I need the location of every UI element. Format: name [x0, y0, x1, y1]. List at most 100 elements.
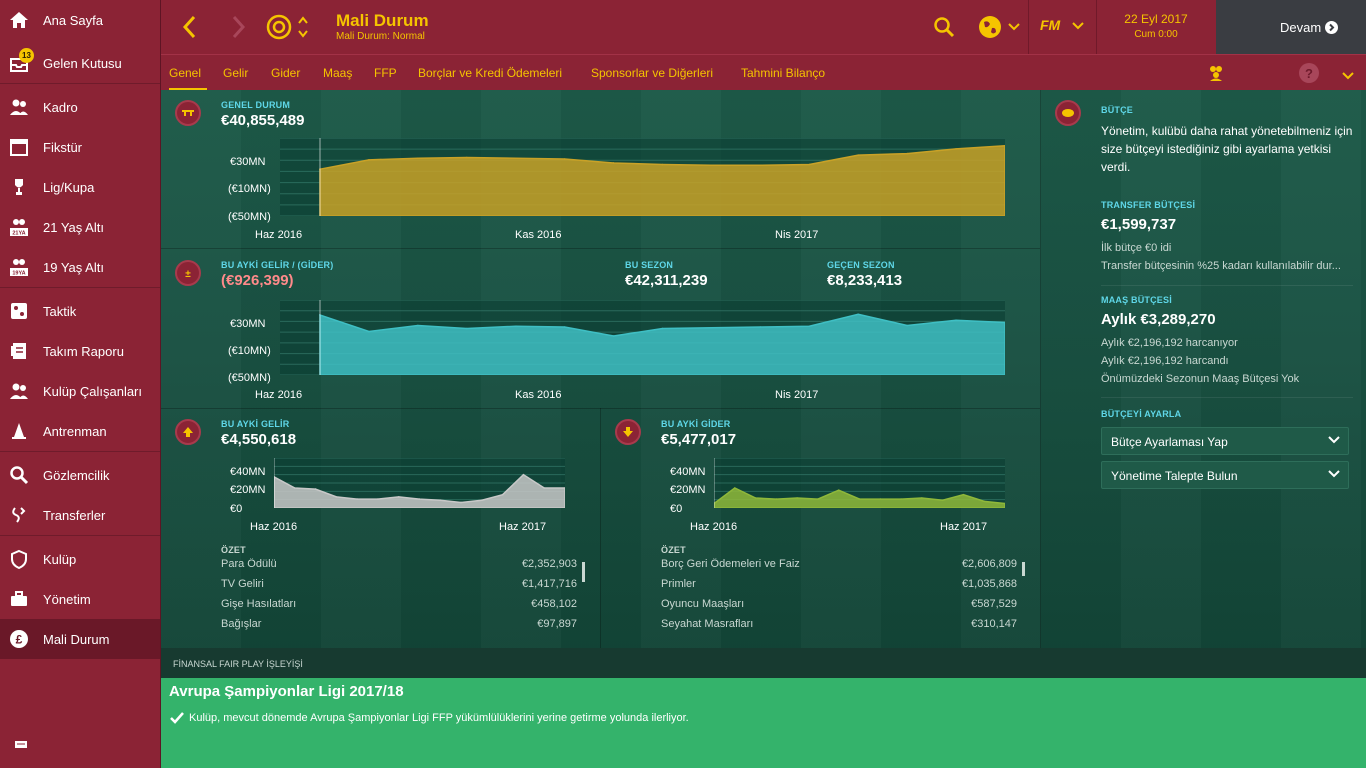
- summary-label: TV Geliri: [221, 578, 264, 590]
- income-value: €4,550,618: [221, 431, 297, 448]
- sidebar: Ana Sayfa Gelen Kutusu 13 Kadro Fikstür Lig/K…: [0, 0, 161, 768]
- tab-sponsorlar-ve-diğerleri[interactable]: Sponsorlar ve Diğerleri: [591, 66, 714, 80]
- sidebar-item-21-yaş-altı[interactable]: 21YA 21 Yaş Altı: [0, 207, 160, 247]
- continue-button[interactable]: Devam: [1216, 0, 1366, 54]
- tab-tahmini-bilanço[interactable]: Tahmini Bilanço: [741, 66, 826, 80]
- tab-gelir[interactable]: Gelir: [223, 66, 249, 80]
- sidebar-item-19-yaş-altı[interactable]: 19YA 19 Yaş Altı: [0, 247, 160, 287]
- sidebar-item-label: Kulüp Çalışanları: [43, 383, 142, 399]
- sidebar-item-kadro[interactable]: Kadro: [0, 87, 160, 127]
- season-caption: BU SEZON: [625, 260, 674, 270]
- tab-gider[interactable]: Gider: [271, 66, 301, 80]
- sidebar-item-gelen-kutusu[interactable]: Gelen Kutusu 13: [0, 43, 160, 83]
- collapse-button[interactable]: [1341, 68, 1355, 80]
- y-tick: €0: [670, 503, 683, 515]
- continue-label: Devam: [1280, 20, 1322, 35]
- data-point: [796, 497, 798, 499]
- monthly-value: (€926,399): [221, 272, 294, 289]
- data-point: [377, 498, 379, 500]
- y-tick: (€10MN): [228, 345, 271, 357]
- divider: [600, 408, 601, 648]
- chevron-down-icon: [1328, 436, 1340, 444]
- sidebar-item-label: Lig/Kupa: [43, 179, 95, 195]
- tab-maaş[interactable]: Maaş: [323, 66, 353, 80]
- sidebar-item-label: Gelen Kutusu: [43, 55, 122, 71]
- transfer-budget-value: €1,599,737: [1101, 216, 1177, 233]
- sidebar-item-fikstür[interactable]: Fikstür: [0, 127, 160, 167]
- sidebar-item-label: Ana Sayfa: [43, 12, 103, 28]
- keyboard-icon[interactable]: [14, 736, 28, 748]
- home-icon: [10, 12, 28, 28]
- data-point: [1004, 145, 1005, 147]
- sidebar-item-transferler[interactable]: Transferler: [0, 495, 160, 535]
- sidebar-divider: [0, 83, 160, 84]
- expense-summary-list: Borç Geri Ödemeleri ve Faiz €2,606,809 Pri…: [661, 558, 1017, 648]
- help-button[interactable]: ?: [1299, 63, 1319, 83]
- data-point: [368, 159, 370, 161]
- budget-adjustment-dropdown[interactable]: Bütçe Ayarlaması Yap: [1101, 427, 1349, 455]
- data-point: [612, 162, 615, 164]
- forward-button[interactable]: [227, 14, 249, 40]
- expense-icon: [615, 419, 641, 445]
- y-tick: €20MN: [230, 484, 266, 496]
- training-icon: [12, 423, 26, 439]
- data-point: [661, 163, 664, 166]
- sidebar-item-antrenman[interactable]: Antrenman: [0, 411, 160, 451]
- y-tick: €0: [230, 503, 243, 515]
- adjust-budget-caption: BÜTÇEYİ AYARLA: [1101, 409, 1182, 419]
- tab-ffp[interactable]: FFP: [374, 66, 397, 80]
- fm-menu-button[interactable]: FM: [1040, 17, 1086, 37]
- income-summary-list: Para Ödülü €2,352,903 TV Geliri €1,417,716 G…: [221, 558, 577, 648]
- svg-text:21YA: 21YA: [12, 231, 25, 237]
- data-point: [733, 487, 736, 489]
- sidebar-item-mali-durum[interactable]: £ Mali Durum: [0, 619, 160, 659]
- sidebar-item-label: Kulüp: [43, 551, 77, 567]
- summary-label: Para Ödülü: [221, 558, 277, 570]
- scrollbar[interactable]: [1022, 562, 1025, 576]
- data-point: [368, 330, 370, 333]
- sidebar-item-ana-sayfa[interactable]: Ana Sayfa: [0, 0, 160, 40]
- data-point: [710, 326, 713, 329]
- data-point: [921, 497, 923, 499]
- income-caption: BU AYKİ GELİR: [221, 419, 290, 429]
- finances-overview: GENEL DURUM €40,855,489 €30MN (€10MN) (€…: [161, 90, 1366, 678]
- sidebar-item-kulüp-çalışanları[interactable]: Kulüp Çalışanları: [0, 371, 160, 411]
- data-point: [397, 496, 400, 498]
- data-point: [906, 152, 908, 155]
- ffp-header-label: FİNANSAL FAIR PLAY İŞLEYİŞİ: [173, 659, 303, 669]
- summary-label: Primler: [661, 578, 696, 590]
- scrollbar[interactable]: [582, 562, 585, 582]
- sidebar-item-lig-kupa[interactable]: Lig/Kupa: [0, 167, 160, 207]
- club-badge-button[interactable]: [265, 13, 317, 41]
- staff-advice-button[interactable]: [1207, 64, 1225, 82]
- profit-loss-chart: [280, 300, 1005, 375]
- summary-value: €97,897: [537, 618, 577, 630]
- sidebar-item-kulüp[interactable]: Kulüp: [0, 539, 160, 579]
- last-season-caption: GEÇEN SEZON: [827, 260, 895, 270]
- chevron-left-icon: [182, 15, 196, 39]
- chevron-down-icon: [1072, 22, 1084, 30]
- sidebar-item-label: Taktik: [43, 303, 77, 319]
- summary-value: €1,417,716: [521, 578, 577, 590]
- data-point: [808, 163, 811, 166]
- sidebar-item-takım-raporu[interactable]: Takım Raporu: [0, 331, 160, 371]
- sidebar-item-label: Transferler: [43, 507, 106, 523]
- divider: [1101, 397, 1353, 398]
- sidebar-item-yönetim[interactable]: Yönetim: [0, 579, 160, 619]
- back-button[interactable]: [179, 14, 201, 40]
- data-point: [522, 473, 525, 476]
- tab-genel[interactable]: Genel: [169, 66, 202, 80]
- search-button[interactable]: [933, 16, 955, 38]
- tab-borçlar-ve-kredi-ödemeleri[interactable]: Borçlar ve Kredi Ödemeleri: [418, 66, 563, 80]
- sidebar-item-taktik[interactable]: Taktik: [0, 291, 160, 331]
- sidebar-item-gözlemcilik[interactable]: Gözlemcilik: [0, 455, 160, 495]
- chevron-right-icon: [232, 15, 246, 39]
- board-request-dropdown[interactable]: Yönetime Talepte Bulun: [1101, 461, 1349, 489]
- world-menu-button[interactable]: [978, 15, 1022, 39]
- x-tick: Haz 2017: [940, 521, 988, 533]
- divider: [161, 408, 1040, 409]
- chevron-down-icon: [1328, 470, 1340, 478]
- data-point: [983, 500, 986, 503]
- checkmark-icon: [170, 712, 184, 724]
- chevron-down-icon: [1342, 72, 1354, 80]
